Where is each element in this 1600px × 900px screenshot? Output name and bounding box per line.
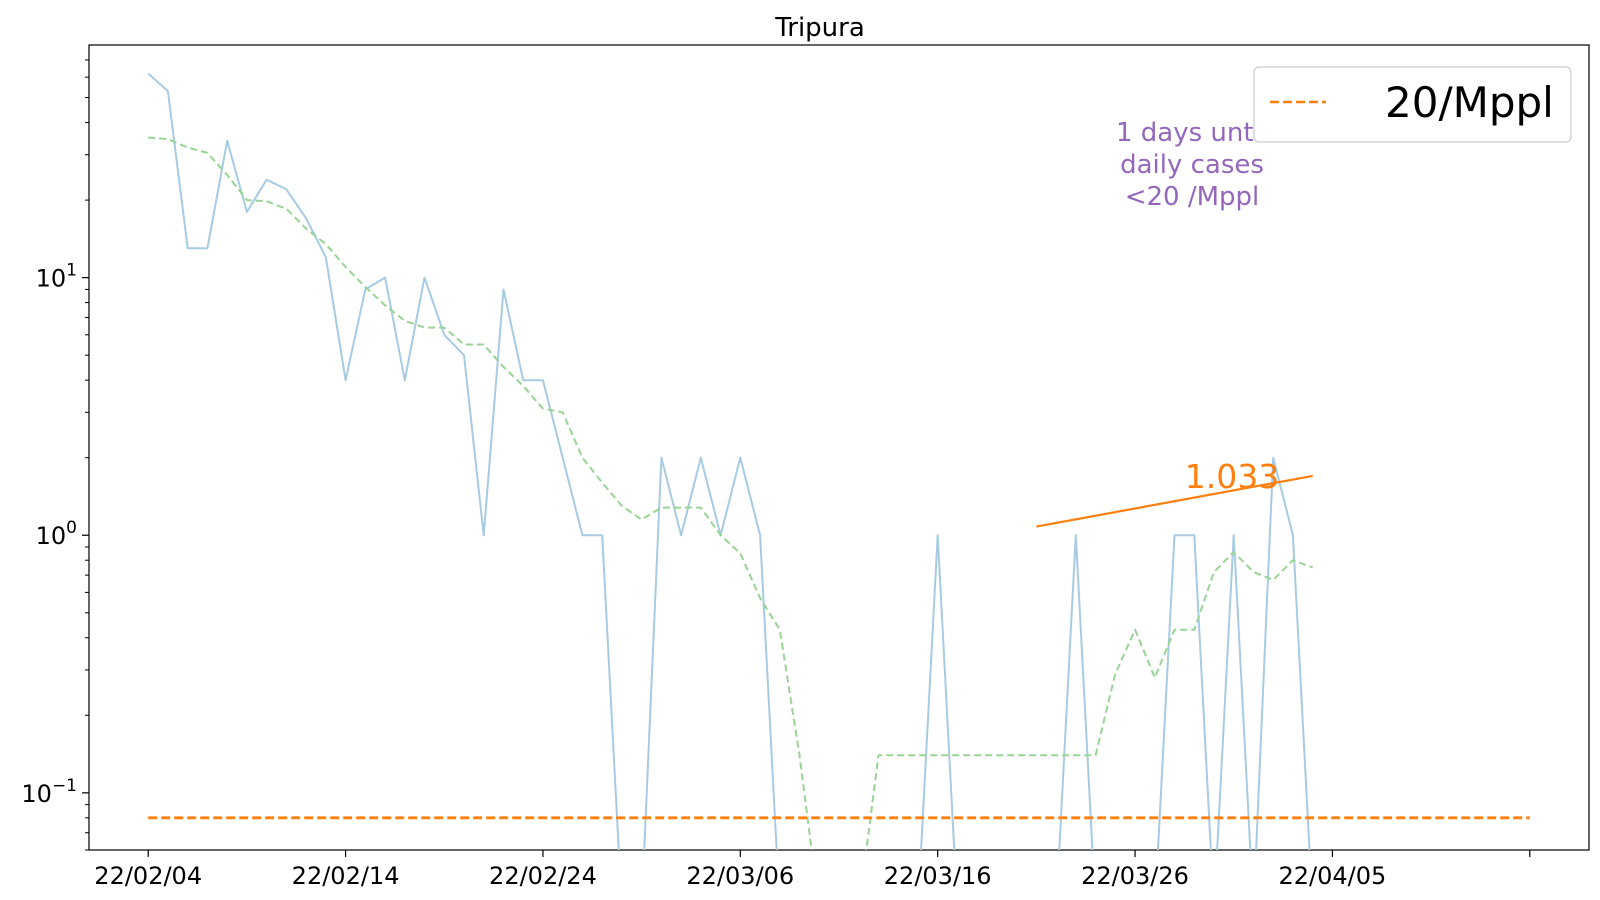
trend-line [1036, 474, 1313, 528]
chart-title: Tripura [774, 13, 865, 43]
daily-cases-line [147, 72, 1311, 850]
legend: 20/Mppl [1253, 66, 1572, 143]
x-tick-label: 22/02/24 [489, 862, 597, 890]
x-tick-label: 22/02/14 [292, 862, 400, 890]
moving-average-line [148, 136, 1314, 850]
y-tick-label: 10−1 [21, 776, 77, 808]
x-tick-label: 22/04/05 [1279, 862, 1387, 890]
days-until-label: 1 days until [1116, 118, 1268, 148]
legend-label: 20/Mppl [1385, 78, 1554, 127]
legend-box [1253, 66, 1572, 143]
axis-layer: 22/02/04 22/02/14 22/02/24 22/03/06 22/03/16… [21, 59, 1531, 890]
y-tick-label: 100 [36, 518, 77, 550]
series-layer [147, 72, 1530, 850]
days-until-label: daily cases [1120, 150, 1264, 180]
y-tick-label: 101 [36, 261, 77, 293]
x-tick-label: 22/03/26 [1081, 862, 1189, 890]
x-tick-label: 22/03/16 [884, 862, 992, 890]
plot-frame [88, 44, 1590, 851]
x-tick-label: 22/02/04 [94, 862, 202, 890]
slope-label: 1.033 [1185, 457, 1279, 496]
days-until-label: <20 /Mppl [1125, 182, 1260, 212]
x-tick-label: 22/03/06 [686, 862, 794, 890]
